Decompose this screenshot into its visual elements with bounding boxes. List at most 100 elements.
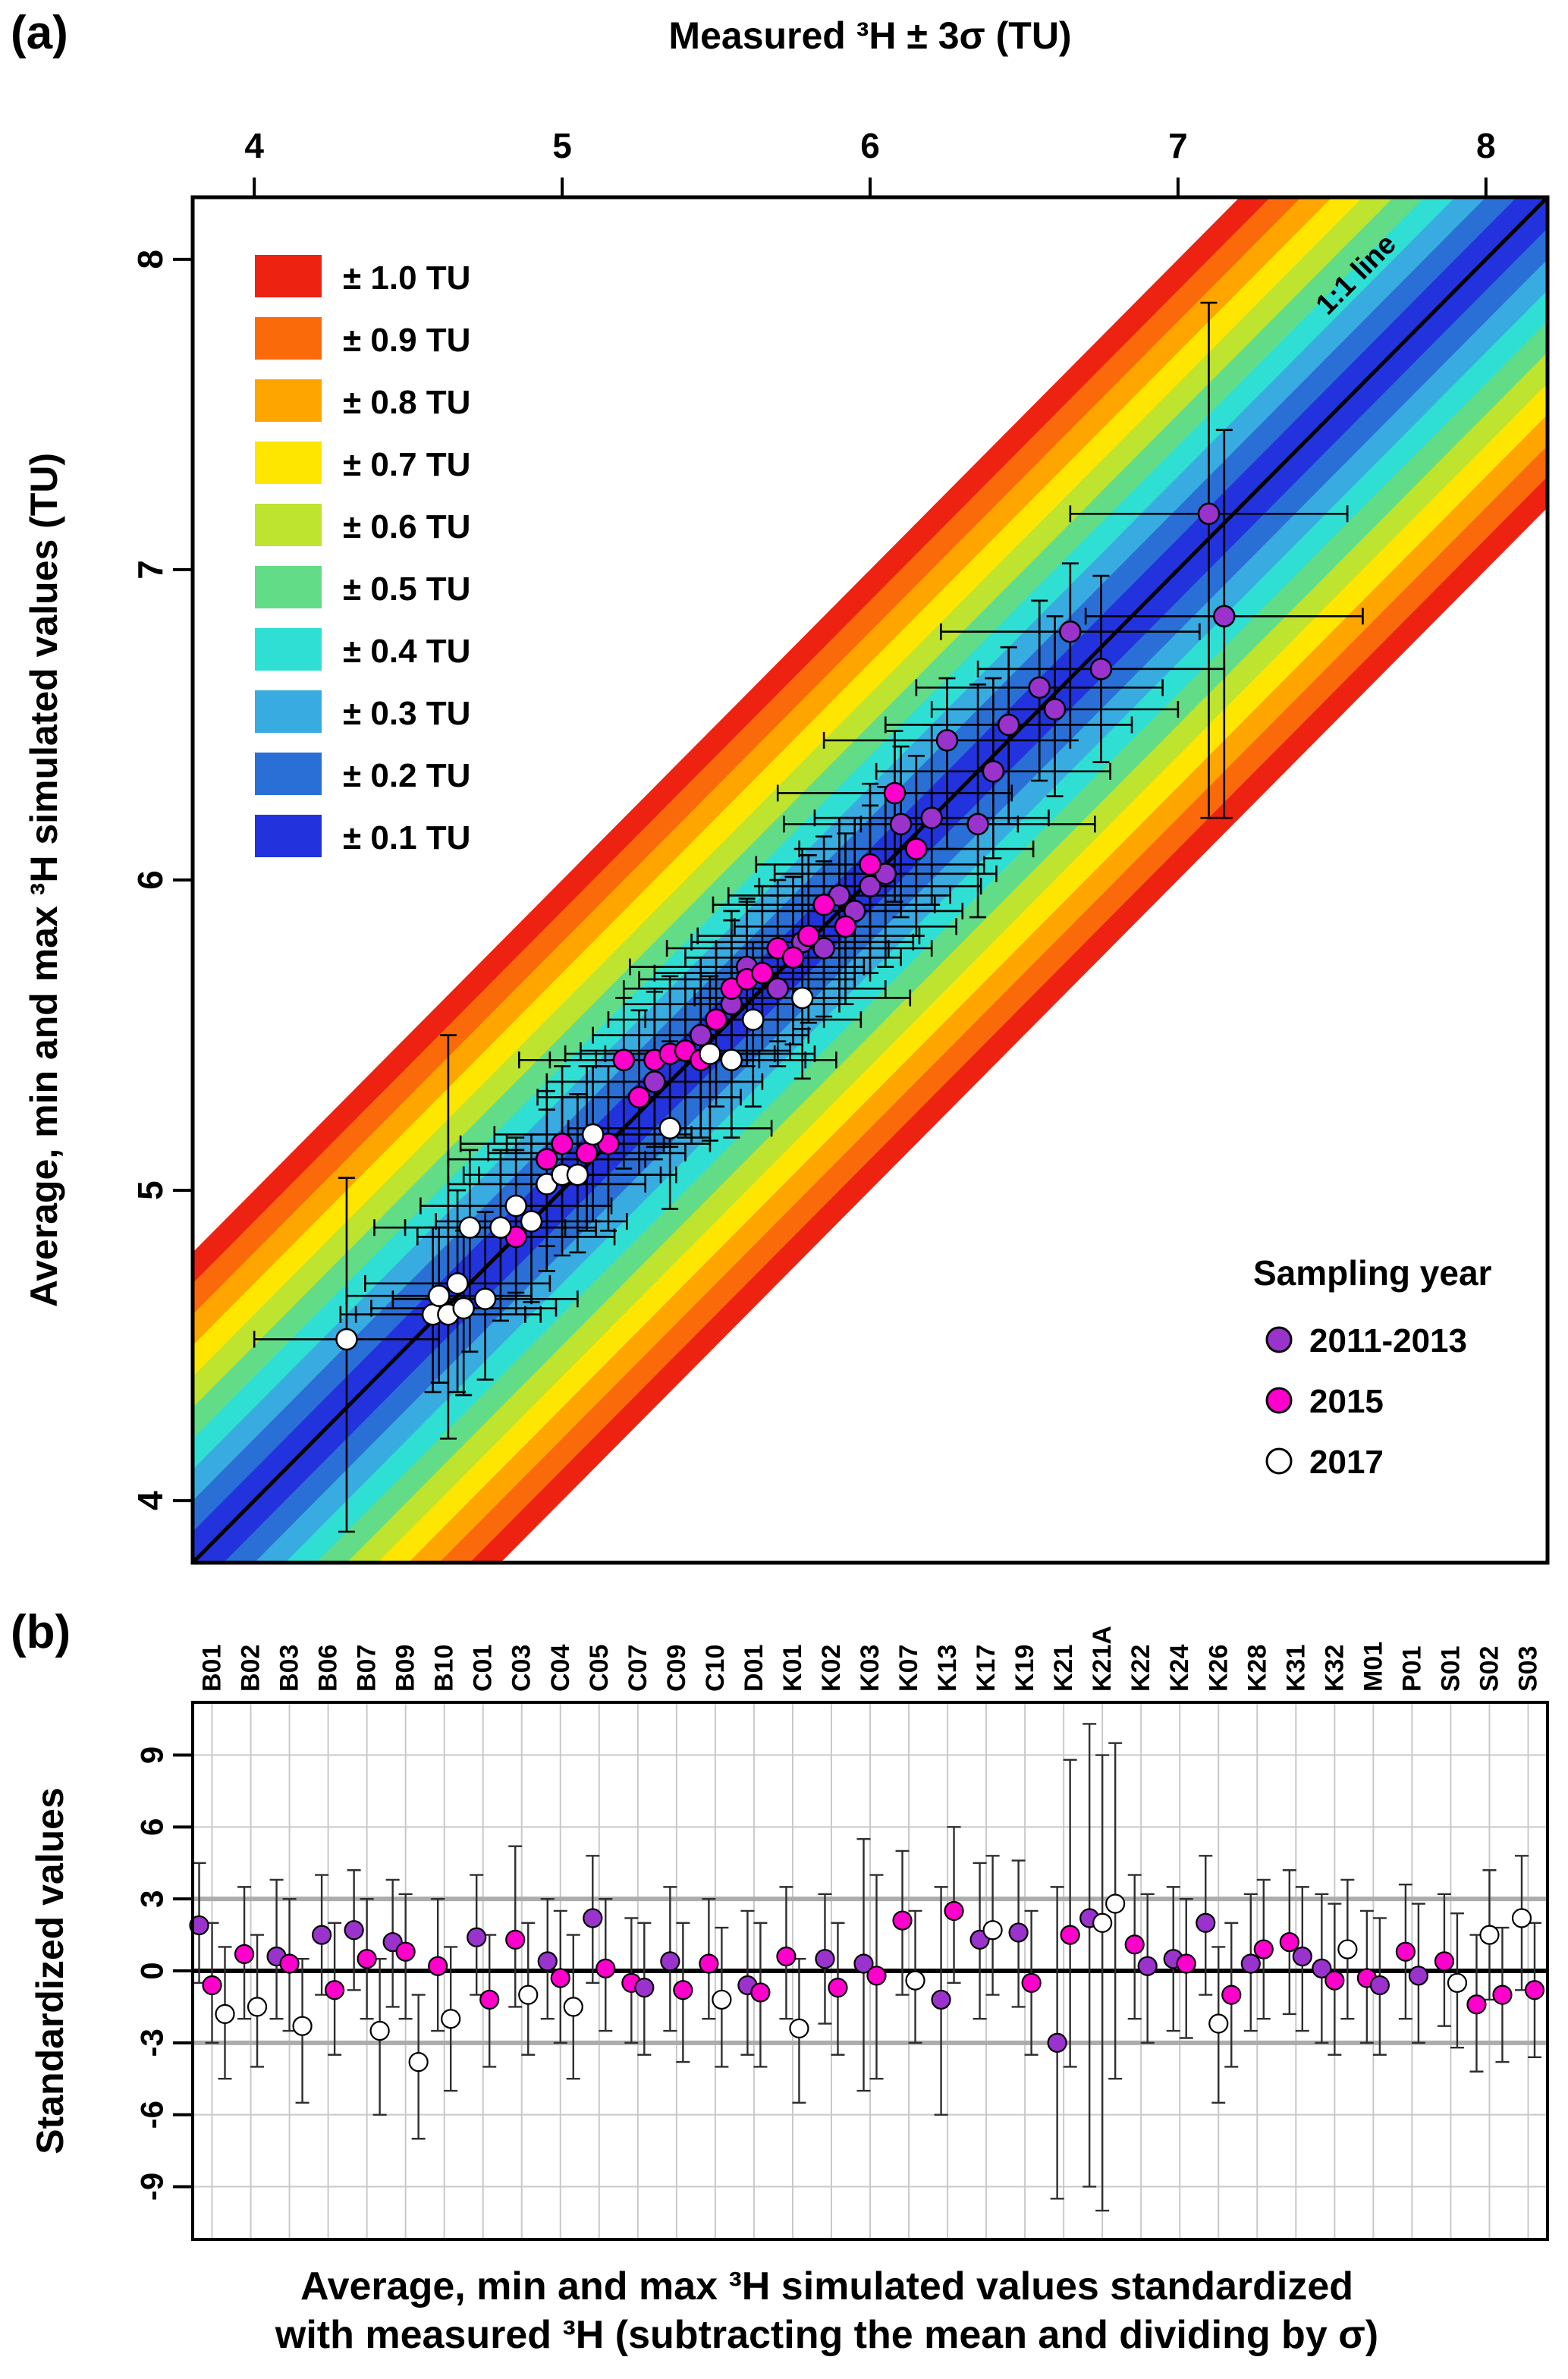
data-point — [575, 1142, 599, 1164]
data-point — [325, 1980, 345, 2000]
data-point — [1324, 1970, 1345, 1991]
data-point — [504, 1194, 527, 1218]
panel-b-y-axis-title: Standardized values — [29, 1787, 71, 2154]
data-point — [1312, 1958, 1332, 1978]
data-point — [566, 1163, 589, 1186]
data-point — [997, 713, 1020, 737]
category-label: C10 — [701, 1645, 730, 1692]
data-point — [279, 1953, 300, 1974]
data-point — [1213, 605, 1236, 628]
sampling-year-legend: Sampling year 2011-2013 2015 2017 — [1253, 1253, 1492, 1481]
category-label: K07 — [894, 1645, 923, 1692]
category-label: K02 — [817, 1645, 846, 1692]
data-point — [1047, 2032, 1067, 2053]
caption-line-1: Average, min and max ³H simulated values… — [300, 2264, 1354, 2308]
data-point — [312, 1925, 332, 1945]
data-point — [520, 1210, 543, 1233]
data-point — [931, 1989, 951, 2010]
data-point — [1105, 1893, 1126, 1914]
x-tick-label: 4 — [244, 126, 264, 165]
category-label: B06 — [314, 1645, 343, 1692]
category-label: B07 — [353, 1645, 382, 1692]
band-legend-label: ± 1.0 TU — [343, 259, 470, 297]
category-label: B01 — [198, 1645, 227, 1692]
band-legend-label: ± 0.7 TU — [343, 446, 470, 483]
data-point — [660, 1951, 680, 1972]
sampling-year-legend-title: Sampling year — [1253, 1253, 1492, 1293]
band-legend-label: ± 0.6 TU — [343, 508, 470, 545]
data-point — [699, 1953, 719, 1974]
legend-marker-2017 — [1265, 1447, 1293, 1475]
category-label: M01 — [1359, 1642, 1387, 1692]
band-legend-swatch — [255, 566, 322, 608]
band-legend-label: ± 0.3 TU — [343, 695, 470, 732]
category-label: C04 — [546, 1645, 575, 1692]
data-point — [458, 1216, 482, 1239]
x-tick-label: 8 — [1476, 126, 1496, 165]
category-label: B02 — [237, 1645, 266, 1692]
panel-b-left-axis: -9 -6 -3 0 3 6 9 — [134, 1746, 193, 2201]
data-point — [866, 1966, 887, 1986]
data-point — [408, 2052, 429, 2073]
data-point — [1089, 658, 1113, 680]
category-label: S02 — [1475, 1646, 1504, 1692]
data-point — [834, 915, 857, 938]
panel-a-label: (a) — [11, 7, 68, 59]
data-point — [1196, 1912, 1216, 1933]
category-label: C03 — [507, 1645, 536, 1692]
data-point — [853, 1953, 874, 1974]
band-legend-swatch — [255, 442, 322, 484]
data-point — [1008, 1922, 1029, 1943]
data-point — [215, 2003, 235, 2024]
y-tick-label: -6 — [134, 2101, 170, 2129]
band-legend: ± 1.0 TU ± 0.9 TU ± 0.8 TU ± 0.7 TU ± 0.6 TU… — [255, 255, 470, 857]
data-point — [789, 2018, 809, 2038]
data-point — [1253, 1939, 1274, 1959]
data-point — [705, 1008, 727, 1031]
band-legend-label: ± 0.4 TU — [343, 633, 470, 670]
data-point — [428, 1956, 448, 1976]
data-point — [889, 812, 913, 836]
panel-a-x-axis-title: Measured ³H ± 3σ (TU) — [668, 14, 1072, 57]
data-point — [1137, 1956, 1158, 1976]
data-point — [1240, 1953, 1261, 1974]
data-point — [551, 1132, 573, 1155]
data-point — [452, 1296, 475, 1320]
category-label: K21 — [1049, 1645, 1078, 1692]
data-point — [1208, 2013, 1229, 2034]
category-label: K22 — [1127, 1645, 1155, 1692]
data-point — [905, 1970, 925, 1991]
data-point — [634, 1978, 655, 1998]
y-tick-label: 7 — [130, 560, 170, 580]
data-point — [467, 1927, 487, 1947]
category-label: B09 — [391, 1645, 420, 1692]
category-label: K17 — [972, 1645, 1001, 1692]
data-point — [627, 1086, 651, 1109]
data-point — [966, 812, 989, 836]
category-label: S03 — [1513, 1646, 1542, 1692]
y-tick-label: -3 — [134, 2029, 170, 2057]
data-point — [395, 1941, 416, 1962]
data-point — [581, 1123, 605, 1146]
category-label: B10 — [430, 1645, 459, 1692]
band-legend-label: ± 0.9 TU — [343, 322, 470, 359]
data-point — [1059, 620, 1082, 643]
x-tick-label: 5 — [552, 126, 572, 165]
data-point — [563, 1997, 583, 2017]
category-label: K01 — [778, 1645, 807, 1692]
band-legend-label: ± 0.5 TU — [343, 570, 470, 608]
y-tick-label: -9 — [134, 2173, 170, 2201]
data-point — [883, 781, 907, 805]
data-point — [815, 1949, 835, 1969]
data-point — [712, 1989, 732, 2010]
band-legend-swatch — [255, 690, 322, 733]
data-point — [812, 937, 835, 960]
y-tick-label: 3 — [134, 1890, 170, 1907]
category-label: K03 — [856, 1645, 885, 1692]
data-point — [1279, 1931, 1299, 1953]
data-point — [489, 1216, 512, 1239]
data-point — [790, 986, 814, 1010]
data-point — [441, 2009, 461, 2029]
data-point — [479, 1989, 500, 2010]
data-point — [550, 1968, 570, 1988]
